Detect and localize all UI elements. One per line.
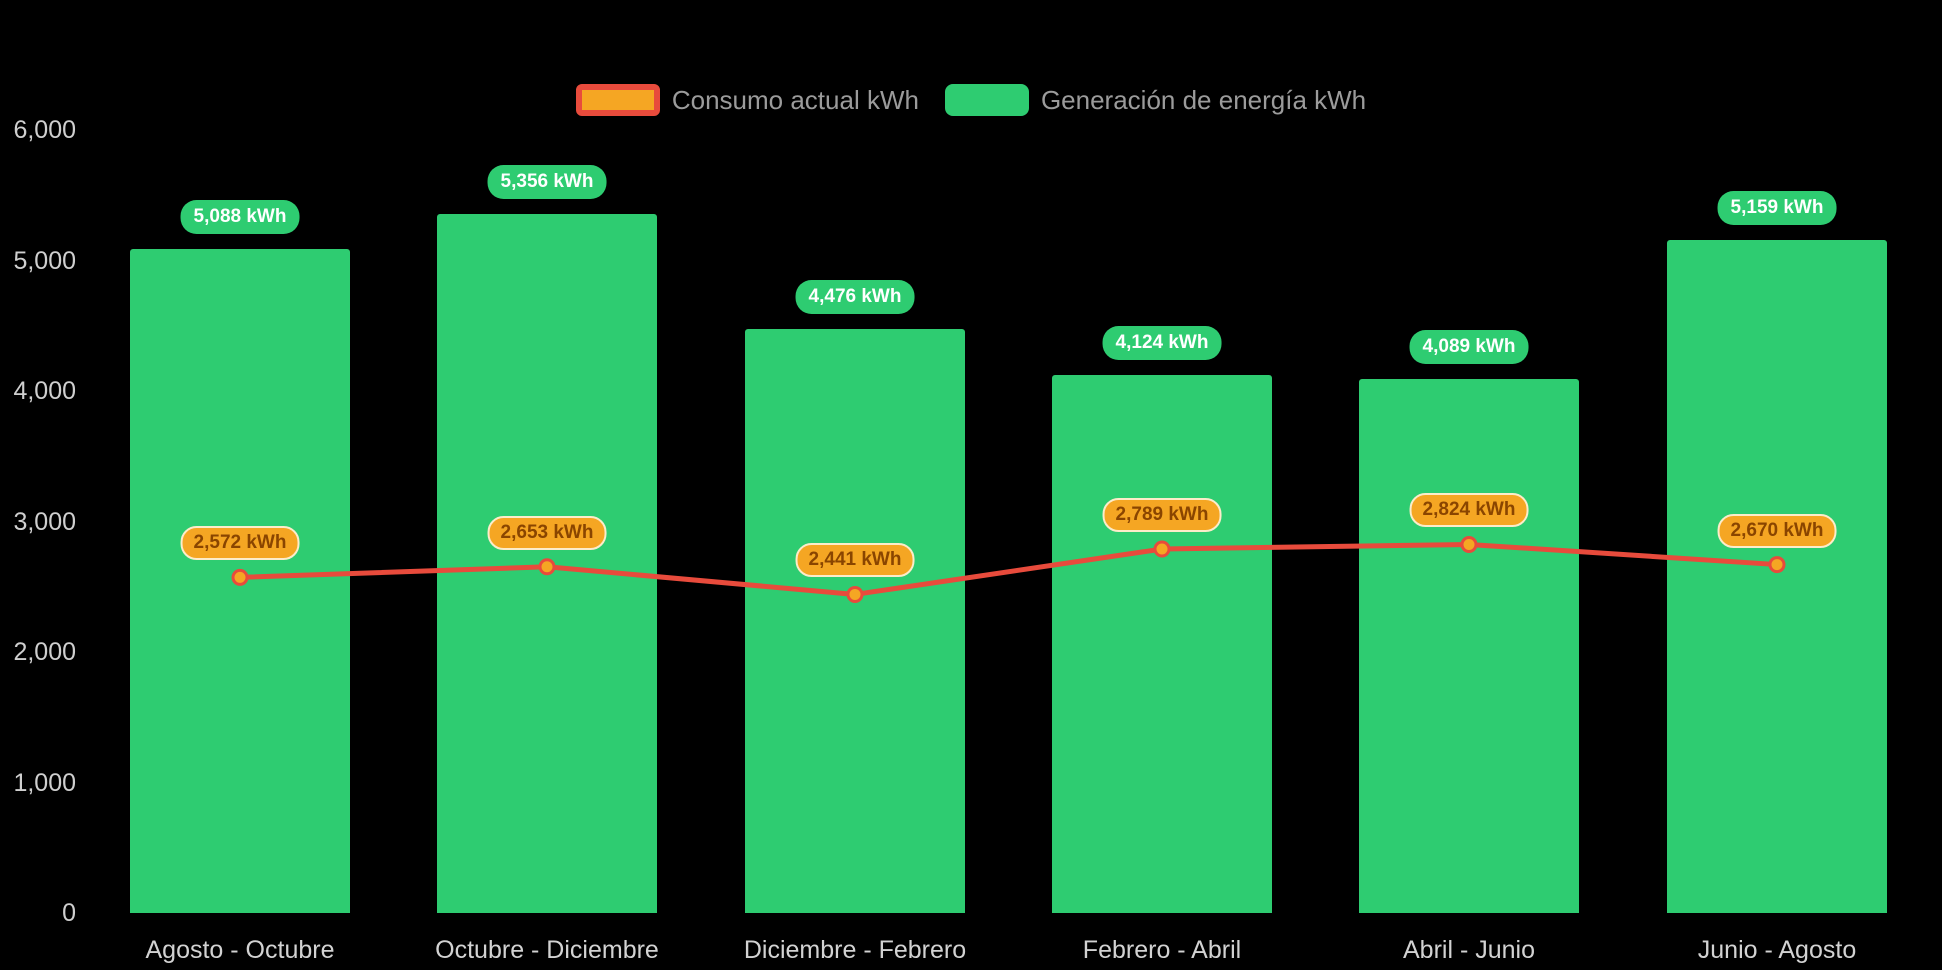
generation-value-label: 4,476 kWh [795, 279, 915, 314]
generacion-legend-swatch-icon [944, 84, 1029, 116]
x-axis-label: Agosto - Octubre [145, 936, 335, 964]
x-axis-label: Junio - Agosto [1697, 936, 1857, 964]
consumption-value-label: 2,653 kWh [487, 515, 607, 550]
consumption-value-label: 2,670 kWh [1717, 513, 1837, 548]
consumption-value-label: 2,572 kWh [180, 526, 300, 561]
consumption-value-label: 2,441 kWh [795, 543, 915, 578]
x-axis-label: Diciembre - Febrero [743, 936, 967, 964]
x-axis-label: Octubre - Diciembre [435, 936, 659, 964]
generation-value-label: 5,356 kWh [487, 165, 607, 200]
generation-bar[interactable] [745, 328, 965, 913]
generation-value-label: 5,159 kWh [1717, 190, 1837, 225]
y-axis-tick-label: 5,000 [13, 246, 76, 275]
y-axis-tick-label: 6,000 [13, 116, 76, 144]
consumo-legend-swatch-icon [575, 84, 660, 116]
generation-bar[interactable] [130, 249, 350, 913]
y-axis-tick-label: 2,000 [13, 638, 76, 666]
y-axis-tick-label: 3,000 [13, 507, 76, 536]
generation-value-label: 5,088 kWh [180, 200, 300, 235]
legend-label-generacion: Generación de energía kWh [1040, 84, 1367, 115]
legend-label-consumo: Consumo actual kWh [671, 84, 919, 115]
generation-bar[interactable] [437, 214, 657, 913]
generation-bar[interactable] [1052, 374, 1272, 913]
consumption-value-label: 2,789 kWh [1102, 498, 1222, 533]
y-axis-tick-label: 1,000 [13, 768, 76, 797]
generation-bar[interactable] [1359, 379, 1579, 913]
chart-legend: Consumo actual kWh Generación de energía… [0, 84, 1942, 116]
y-axis-tick-label: 4,000 [13, 377, 76, 405]
legend-item-generacion[interactable]: Generación de energía kWh [944, 84, 1367, 116]
x-axis-label: Abril - Junio [1403, 936, 1535, 964]
consumption-value-label: 2,824 kWh [1409, 493, 1529, 528]
generation-value-label: 4,089 kWh [1409, 330, 1529, 365]
generation-value-label: 4,124 kWh [1102, 325, 1222, 360]
x-axis-label: Febrero - Abril [1082, 936, 1242, 964]
generation-bar[interactable] [1667, 239, 1887, 913]
legend-item-consumo[interactable]: Consumo actual kWh [575, 84, 919, 116]
y-axis-tick-label: 0 [62, 899, 76, 927]
